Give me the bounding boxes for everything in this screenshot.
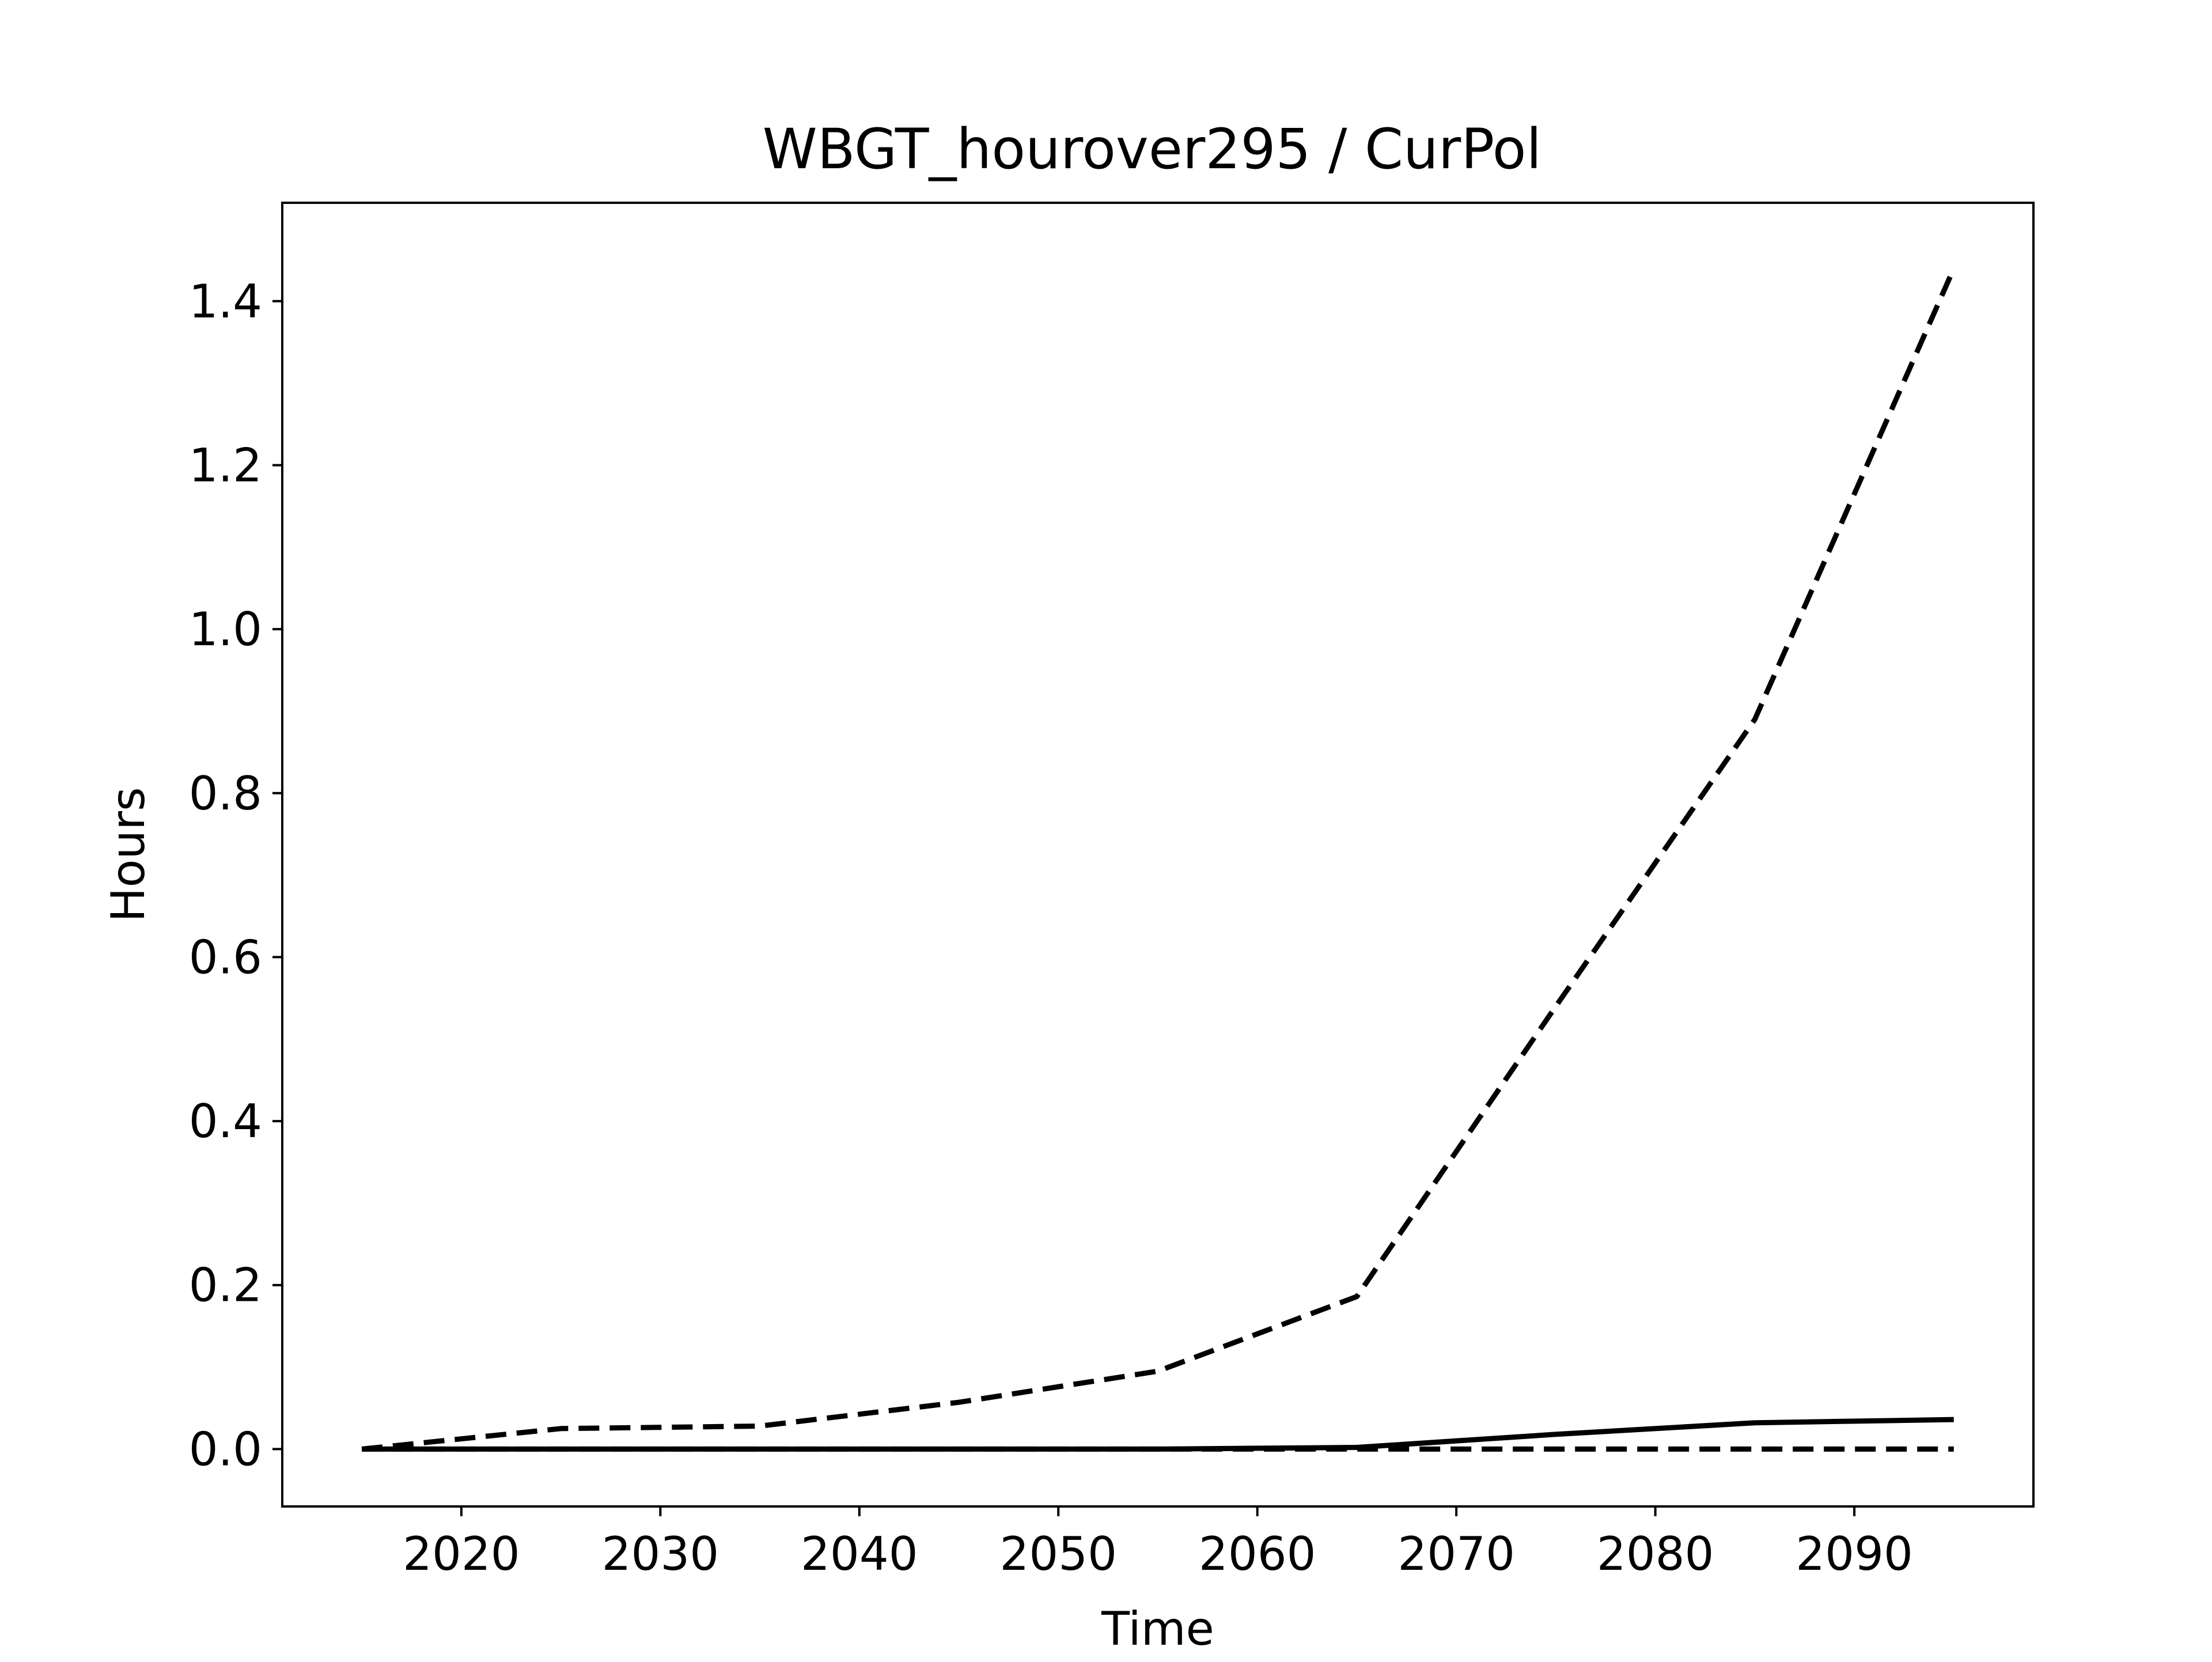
y-tick-label: 1.0 xyxy=(189,603,262,656)
x-tick-label: 2070 xyxy=(1397,1527,1515,1581)
x-tick-label: 2060 xyxy=(1199,1527,1316,1581)
x-tick-label: 2030 xyxy=(602,1527,719,1581)
y-tick-label: 1.2 xyxy=(189,438,262,492)
y-tick-label: 0.0 xyxy=(189,1422,262,1476)
y-tick-label: 1.4 xyxy=(189,275,262,328)
y-tick-label: 0.8 xyxy=(189,767,262,820)
y-tick-label: 0.6 xyxy=(189,930,262,984)
x-tick-label: 2080 xyxy=(1597,1527,1714,1581)
y-axis-label: Hours xyxy=(101,787,155,922)
chart-title: WBGT_hourover295 / CurPol xyxy=(763,117,1541,181)
plot-frame xyxy=(281,202,2035,1508)
series-line-2 xyxy=(361,267,1956,1452)
y-axis: 0.0 0.2 0.4 0.6 0.8 1.0 1.2 1.4 xyxy=(189,275,282,1476)
x-axis-label: Time xyxy=(1101,1602,1214,1656)
x-tick-label: 2020 xyxy=(403,1527,520,1581)
x-tick-label: 2050 xyxy=(999,1527,1117,1581)
x-axis: 2020 2030 2040 2050 2060 2070 2080 2090 xyxy=(403,1506,1913,1581)
x-tick-label: 2040 xyxy=(801,1527,918,1581)
x-tick-label: 2090 xyxy=(1796,1527,1913,1581)
y-tick-label: 0.2 xyxy=(189,1259,262,1312)
series-line-1 xyxy=(362,1417,1954,1452)
y-tick-label: 0.4 xyxy=(189,1095,262,1148)
series-layer xyxy=(361,267,1956,1452)
